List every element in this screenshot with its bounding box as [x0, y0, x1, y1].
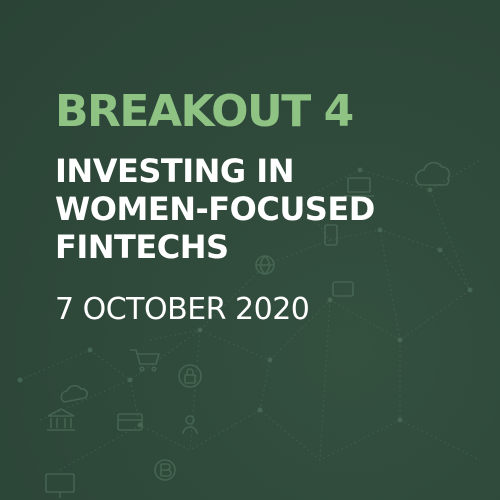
session-title: INVESTING IN WOMEN-FOCUSED FINTECHS	[55, 152, 475, 266]
session-title-line-1: INVESTING IN	[55, 152, 294, 190]
user-icon	[182, 415, 198, 435]
shopping-cart-icon	[130, 349, 161, 372]
globe-icon	[255, 255, 275, 275]
monitor-icon	[45, 473, 75, 498]
bitcoin-icon	[154, 459, 176, 481]
bank-icon	[47, 408, 75, 431]
wallet-icon	[332, 281, 354, 297]
lock-icon	[178, 364, 202, 388]
session-title-line-3: FINTECHS	[55, 228, 229, 266]
text-block: BREAKOUT 4 INVESTING IN WOMEN-FOCUSED FI…	[55, 86, 475, 328]
credit-card-icon	[117, 413, 143, 431]
event-date: 7 OCTOBER 2020	[55, 292, 310, 327]
breakout-label: BREAKOUT 4	[55, 86, 354, 137]
laptop-icon	[344, 177, 374, 197]
phone-icon	[324, 224, 338, 246]
session-title-line-2: WOMEN-FOCUSED	[55, 190, 375, 228]
cloud-icon	[415, 161, 451, 186]
cloud-icon	[60, 384, 88, 403]
